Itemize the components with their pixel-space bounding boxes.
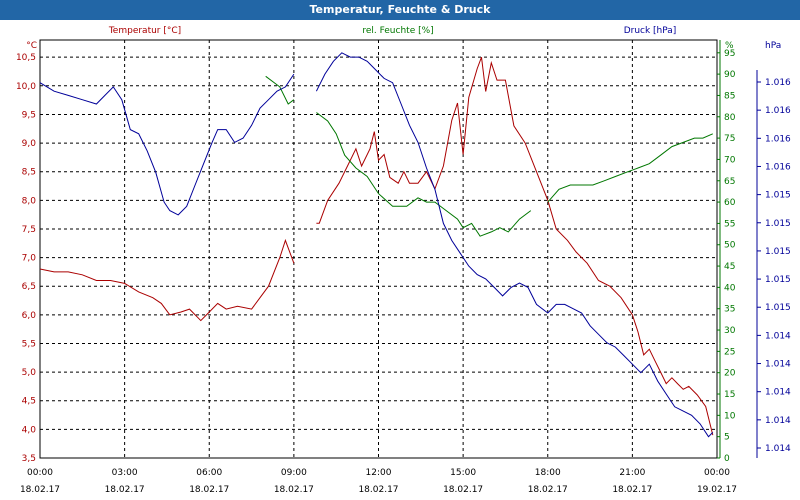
temperature-tick-label: 5,5 <box>22 339 36 349</box>
pressure-tick-label: 1.015 <box>765 247 791 257</box>
humidity-tick-label: 90 <box>724 70 736 80</box>
x-tick-label: 00:00 <box>27 468 53 478</box>
pressure-tick-label: 1.014 <box>765 331 791 341</box>
humidity-tick-label: 50 <box>724 241 736 251</box>
temperature-tick-label: 9,0 <box>22 139 37 149</box>
temperature-tick-label: 4,0 <box>22 425 37 435</box>
series-line-humidity <box>265 75 713 237</box>
pressure-axis-label: Druck [hPa] <box>624 26 677 36</box>
temperature-tick-label: 8,5 <box>22 168 36 178</box>
humidity-tick-label: 85 <box>724 91 735 101</box>
temperature-tick-label: 3,5 <box>22 454 36 464</box>
humidity-tick-label: 25 <box>724 347 735 357</box>
x-date-label: 18.02.17 <box>612 485 652 495</box>
pressure-tick-label: 1.014 <box>765 416 791 426</box>
x-tick-label: 03:00 <box>112 468 138 478</box>
pressure-tick-label: 1.016 <box>765 134 791 144</box>
pressure-tick-label: 1.016 <box>765 162 791 172</box>
chart: 00:00 18.02.17 03:00 18.02.17 06:00 18.02.17 0… <box>16 26 791 495</box>
humidity-tick-label: 70 <box>724 155 736 165</box>
temperature-tick-label: 4,5 <box>22 397 36 407</box>
series-lines <box>39 52 714 438</box>
x-tick-label: 09:00 <box>281 468 307 478</box>
temperature-tick-label: 7,5 <box>22 225 36 235</box>
x-tick-label: 18:00 <box>535 468 561 478</box>
humidity-tick-label: 40 <box>724 283 736 293</box>
pressure-tick-label: 1.014 <box>765 444 791 454</box>
pressure-tick-label: 1.016 <box>765 106 791 116</box>
temperature-tick-label: 10,5 <box>16 53 36 63</box>
humidity-tick-label: 80 <box>724 113 736 123</box>
humidity-axis-label: rel. Feuchte [%] <box>362 26 433 36</box>
ticks: 00:00 18.02.17 03:00 18.02.17 06:00 18.02.17 0… <box>16 40 791 495</box>
pressure-tick-label: 1.014 <box>765 360 791 370</box>
humidity-tick-label: 5 <box>724 433 730 443</box>
humidity-tick-label: 30 <box>724 326 736 336</box>
x-date-label: 18.02.17 <box>443 485 483 495</box>
humidity-unit: % <box>725 41 734 51</box>
pressure-tick-label: 1.015 <box>765 219 791 229</box>
pressure-tick-label: 1.014 <box>765 388 791 398</box>
grid <box>40 40 717 458</box>
x-date-label: 18.02.17 <box>105 485 145 495</box>
series-line-temperature <box>39 57 714 436</box>
temperature-tick-label: 10,0 <box>16 82 36 92</box>
x-date-label: 18.02.17 <box>20 485 60 495</box>
humidity-tick-label: 95 <box>724 49 735 59</box>
temperature-tick-label: 5,0 <box>22 368 37 378</box>
temperature-tick-label: 9,5 <box>22 110 36 120</box>
x-date-label: 18.02.17 <box>189 485 229 495</box>
x-tick-label: 21:00 <box>619 468 645 478</box>
x-date-label: 18.02.17 <box>274 485 314 495</box>
x-date-label: 18.02.17 <box>528 485 568 495</box>
humidity-tick-label: 45 <box>724 262 735 272</box>
pressure-tick-label: 1.015 <box>765 303 791 313</box>
humidity-tick-label: 15 <box>724 390 735 400</box>
temperature-tick-label: 6,5 <box>22 282 36 292</box>
chart-title: Temperatur, Feuchte & Druck <box>0 0 800 20</box>
humidity-tick-label: 65 <box>724 177 735 187</box>
temperature-tick-label: 8,0 <box>22 196 37 206</box>
x-date-label: 18.02.17 <box>358 485 398 495</box>
temperature-unit: °C <box>26 41 37 51</box>
humidity-tick-label: 35 <box>724 305 735 315</box>
x-date-label: 19.02.17 <box>697 485 737 495</box>
series-line-pressure <box>39 52 714 438</box>
temperature-axis-label: Temperatur [°C] <box>108 26 181 36</box>
x-tick-label: 15:00 <box>450 468 476 478</box>
x-tick-label: 06:00 <box>196 468 222 478</box>
x-tick-label: 12:00 <box>366 468 392 478</box>
humidity-tick-label: 0 <box>724 454 730 464</box>
temperature-tick-label: 7,0 <box>22 254 37 264</box>
humidity-tick-label: 75 <box>724 134 735 144</box>
humidity-tick-label: 10 <box>724 411 736 421</box>
pressure-tick-label: 1.015 <box>765 191 791 201</box>
x-tick-label: 00:00 <box>704 468 730 478</box>
pressure-tick-label: 1.016 <box>765 78 791 88</box>
humidity-tick-label: 55 <box>724 219 735 229</box>
pressure-tick-label: 1.015 <box>765 275 791 285</box>
pressure-unit: hPa <box>765 41 781 51</box>
humidity-tick-label: 60 <box>724 198 736 208</box>
temperature-tick-label: 6,0 <box>22 311 37 321</box>
humidity-tick-label: 20 <box>724 369 736 379</box>
